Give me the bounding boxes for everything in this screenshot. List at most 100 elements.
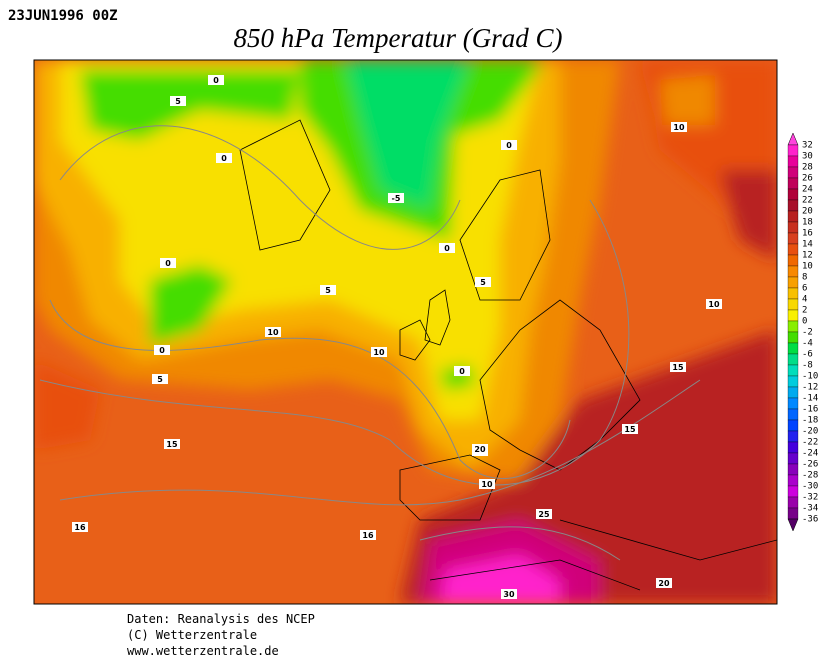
contour-label: 0 [159, 346, 165, 355]
contour-label-bg [388, 193, 404, 203]
colorbar-band [787, 507, 799, 520]
colorbar-label: 18 [802, 218, 813, 228]
colorbar-label: -6 [802, 350, 813, 360]
colorbar-label: 10 [802, 262, 813, 272]
colorbar-label: 26 [802, 174, 813, 184]
contour-label-bg [371, 347, 387, 357]
contour-label-bg [475, 277, 491, 287]
contour-label: 30 [503, 590, 515, 599]
colorbar-label: 30 [802, 152, 813, 162]
contour-label: 5 [325, 286, 331, 295]
colorbar-band [787, 463, 799, 476]
contour-label-bg [656, 578, 672, 588]
contour-label: 16 [362, 531, 374, 540]
contour-label: 10 [373, 348, 385, 357]
colorbar-band [787, 496, 799, 509]
colorbar-band [787, 144, 799, 157]
contour-label: 25 [538, 510, 550, 519]
colorbar-label: 22 [802, 196, 813, 206]
contour-label-bg [439, 243, 455, 253]
footer-line: www.wetterzentrale.de [127, 644, 279, 656]
contour-label-bg [72, 522, 88, 532]
contour-label-bg [501, 140, 517, 150]
contour-label-bg [472, 444, 488, 454]
contour-label: 10 [481, 480, 493, 489]
contour-label: 0 [213, 76, 219, 85]
contour-label: 5 [175, 97, 181, 106]
colorbar-end [787, 518, 799, 532]
contour-label: 0 [165, 259, 171, 268]
colorbar-label: 0 [802, 317, 807, 327]
contour-label-bg [360, 530, 376, 540]
colorbar-label: -18 [802, 416, 818, 426]
contour-label-bg [265, 327, 281, 337]
colorbar-label: -8 [802, 361, 813, 371]
colorbar-band [787, 430, 799, 443]
colorbar-label: -14 [802, 394, 818, 404]
colorbar-band [787, 353, 799, 366]
colorbar-band [787, 210, 799, 223]
colorbar-label: 14 [802, 240, 813, 250]
colorbar-band [787, 188, 799, 201]
contour-label: 5 [157, 375, 163, 384]
contour-label-bg [501, 589, 517, 599]
contour-label: 20 [658, 579, 670, 588]
colorbar-label: 32 [802, 141, 813, 151]
contour-label-bg [160, 258, 176, 268]
colorbar-label: -34 [802, 504, 818, 514]
contour-label: 16 [74, 523, 86, 532]
date: 23JUN1996 00Z [8, 8, 118, 24]
colorbar-band [787, 397, 799, 410]
colorbar-label: -30 [802, 482, 818, 492]
contour-label: 0 [459, 367, 465, 376]
contour-label: 15 [624, 425, 636, 434]
colorbar-band [787, 276, 799, 289]
footer-line: Daten: Reanalysis des NCEP [127, 612, 315, 626]
colorbar-band [787, 375, 799, 388]
contour-label-bg [216, 153, 232, 163]
colorbar-band [787, 177, 799, 190]
contour-label: 10 [673, 123, 685, 132]
colorbar-band [787, 309, 799, 322]
colorbar-band [787, 221, 799, 234]
colorbar-label: -26 [802, 460, 818, 470]
colorbar-label: 4 [802, 295, 807, 305]
contour-label: 10 [708, 300, 720, 309]
contour-label-bg [479, 479, 495, 489]
colorbar-band [787, 342, 799, 355]
colorbar-label: -2 [802, 328, 813, 338]
contour-label-bg [454, 366, 470, 376]
colorbar-label: -32 [802, 493, 818, 503]
colorbar-label: -4 [802, 339, 813, 349]
colorbar-band [787, 386, 799, 399]
colorbar-band [787, 265, 799, 278]
contour-label-bg [706, 299, 722, 309]
colorbar-label: 16 [802, 229, 813, 239]
colorbar-band [787, 452, 799, 465]
contour-label-bg [170, 96, 186, 106]
colorbar-band [787, 331, 799, 344]
colorbar-band [787, 232, 799, 245]
colorbar-band [787, 364, 799, 377]
colorbar-label: 6 [802, 284, 807, 294]
contour-label-bg [670, 362, 686, 372]
colorbar-band [787, 254, 799, 267]
contour-label: 15 [672, 363, 684, 372]
colorbar-label: 20 [802, 207, 813, 217]
contour-label: -5 [392, 194, 401, 203]
colorbar-band [787, 298, 799, 311]
contour-label: 5 [480, 278, 486, 287]
colorbar-label: -12 [802, 383, 818, 393]
contour-label: 15 [166, 440, 178, 449]
colorbar-label: -36 [802, 515, 818, 525]
contour-label: 0 [506, 141, 512, 150]
colorbar-label: 12 [802, 251, 813, 261]
contour-label-bg [536, 509, 552, 519]
colorbar-band [787, 441, 799, 454]
colorbar-band [787, 243, 799, 256]
colorbar-band [787, 287, 799, 300]
colorbar-label: -24 [802, 449, 818, 459]
colorbar-band [787, 408, 799, 421]
colorbar-band [787, 474, 799, 487]
